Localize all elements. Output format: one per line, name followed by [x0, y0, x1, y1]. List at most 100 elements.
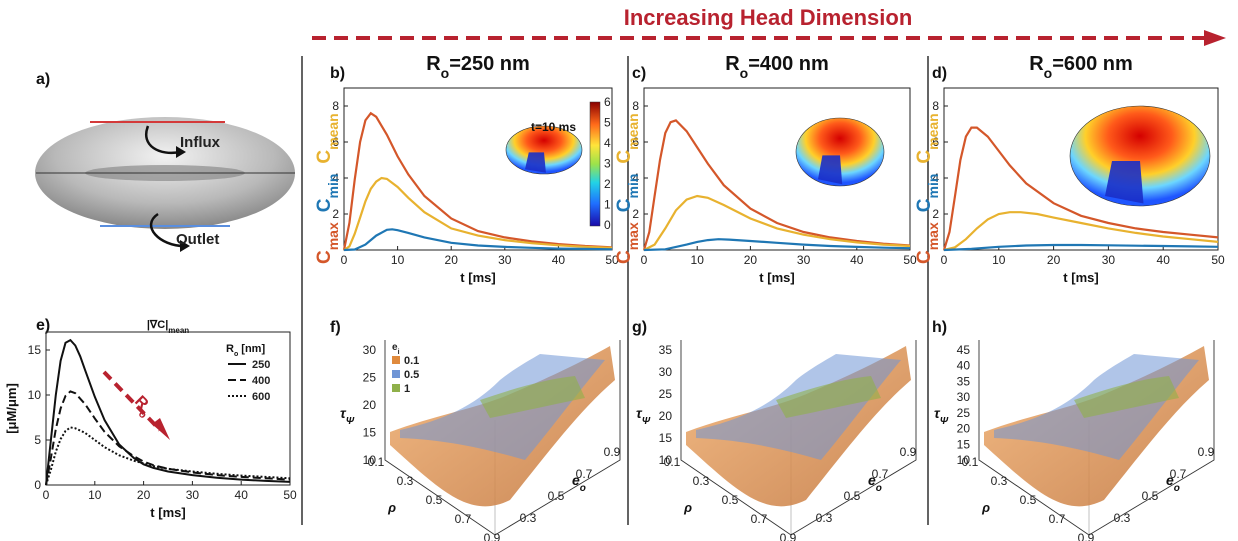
x-tick-label: 0.5 [1020, 493, 1037, 507]
curve-labels: CmaxCminCmean [314, 113, 341, 264]
panel-f: f)3025201510τΨ0.10.30.50.70.9ρ0.30.50.70… [330, 319, 621, 541]
y-tick-label: 8 [932, 99, 939, 113]
series-line-c-min [643, 238, 911, 252]
series-line-c-max [342, 111, 613, 251]
y-tick-label: 8 [332, 99, 339, 113]
y-tick-label: 15 [28, 343, 42, 357]
series-line-c-mean [343, 176, 613, 251]
z-tick-label: 40 [957, 359, 971, 373]
curve-labels: CmaxCminCmean [614, 113, 641, 264]
x-tick-label: 30 [1102, 253, 1116, 267]
y-tick-label: 8 [632, 99, 639, 113]
z-tick-label: 10 [659, 453, 673, 467]
legend-swatch [392, 356, 400, 364]
x-tick-label: 0.9 [484, 531, 501, 541]
z-tick-label: 30 [659, 365, 673, 379]
panel-label: g) [632, 319, 647, 336]
y-tick-label: 0.7 [872, 467, 889, 481]
curve-label-group: CmaxCminCmean [914, 113, 941, 264]
concentration-map-cutaway [818, 155, 843, 185]
x-axis-label: t [ms] [460, 270, 495, 285]
z-axis-label: τΨ [934, 405, 949, 427]
y-axis-label: eo [1166, 472, 1180, 494]
y-tick-label: 5 [34, 433, 41, 447]
series-line-c-mean [643, 194, 911, 251]
y-tick-label: 2 [932, 207, 939, 221]
influx-arrow [145, 125, 181, 155]
panel-label: d) [932, 65, 947, 82]
panel-e: e) |∇C|mean 0 10 20 30 40 50 0 5 10 15 t [ms] [μM/μm]… [4, 317, 297, 520]
y-axis-label: eo [868, 472, 882, 494]
z-tick-label: 30 [957, 390, 971, 404]
colorbar-tick: 3 [604, 157, 611, 171]
outlet-label: Outlet [176, 231, 219, 248]
legend-label: 600 [252, 391, 270, 403]
concentration-map-inset [505, 125, 583, 175]
colorbar [589, 101, 601, 227]
x-tick-label: 0 [43, 488, 50, 502]
influx-arrowhead [176, 146, 186, 158]
x-tick-label: 50 [605, 253, 619, 267]
x-tick-label: 20 [137, 488, 151, 502]
panel-c: c) Ro=400 nm 0 10 20 30 40 50 2 4 6 8 t [ms] CmaxCmin… [614, 53, 917, 285]
chart-title: Ro=250 nm [426, 53, 530, 81]
x-tick-label: 40 [850, 253, 864, 267]
x-axis-label: t [ms] [759, 270, 794, 285]
x-axis-label: t [ms] [150, 505, 185, 520]
x-axis-label: ρ [387, 500, 396, 515]
colorbar-tick: 6 [604, 95, 611, 109]
y-tick-label: 0.9 [604, 445, 621, 459]
x-tick-label: 0.5 [426, 493, 443, 507]
legend-label: 0.5 [404, 369, 419, 381]
y-tick-label: 0.3 [816, 511, 833, 525]
concentration-map-inset [795, 117, 885, 187]
y-tick-label: 4 [932, 171, 939, 185]
outlet-arrow [150, 212, 185, 248]
x-tick-label: 40 [235, 488, 249, 502]
z-tick-label: 20 [363, 398, 377, 412]
outlet-arrowhead [180, 240, 190, 252]
x-tick-label: 30 [498, 253, 512, 267]
concentration-map-body [795, 117, 885, 187]
colorbar-tick: 1 [604, 198, 611, 212]
z-tick-label: 20 [957, 422, 971, 436]
panel-label: a) [36, 71, 50, 88]
y-tick-label: 0.5 [844, 489, 861, 503]
z-tick-label: 15 [659, 431, 673, 445]
x-tick-label: 0.9 [1078, 531, 1095, 541]
z-tick-label: 25 [363, 371, 377, 385]
z-axis-label: τΨ [636, 405, 651, 427]
colorbar-tick: 0 [604, 218, 611, 232]
plot-frame [45, 331, 291, 486]
curve-labels: CmaxCminCmean [914, 113, 941, 264]
influx-label: Influx [180, 134, 221, 151]
panel-g: g)353025201510τΨ0.10.30.50.70.9ρ0.30.50.… [632, 319, 917, 541]
series-line-c-min [343, 228, 613, 252]
x-axis-label: ρ [981, 500, 990, 515]
colorbar-tick: 5 [604, 116, 611, 130]
y-tick-label: 0.3 [520, 511, 537, 525]
series-line-c-min [943, 243, 1219, 252]
colorbar-title: t=10 ms [531, 120, 576, 134]
x-tick-label: 10 [88, 488, 102, 502]
curve-label-group: CmaxCminCmean [614, 113, 641, 264]
plot-frame [943, 87, 1219, 251]
concentration-map-inset [1069, 105, 1211, 207]
panel-h: h)4540353025201510τΨ0.10.30.50.70.9ρ0.30… [932, 319, 1215, 541]
x-tick-label: 30 [186, 488, 200, 502]
plot-frame [343, 87, 613, 251]
colorbar-tick: 2 [604, 177, 611, 191]
y-axis-label: eo [572, 472, 586, 494]
y-tick-label: 0.7 [576, 467, 593, 481]
y-tick-label: 6 [332, 135, 339, 149]
panel-a: a) Influx Outlet [35, 71, 295, 252]
panel-label: c) [632, 65, 646, 82]
x-tick-label: 10 [391, 253, 405, 267]
legend-label: 1 [404, 383, 410, 395]
z-tick-label: 25 [659, 387, 673, 401]
legend: Ro [nm]250 400 600 [226, 343, 270, 403]
x-tick-label: 10 [691, 253, 705, 267]
chart-title: |∇C|mean [147, 319, 189, 335]
concentration-map-cutaway [1105, 161, 1144, 204]
z-tick-label: 35 [957, 374, 971, 388]
